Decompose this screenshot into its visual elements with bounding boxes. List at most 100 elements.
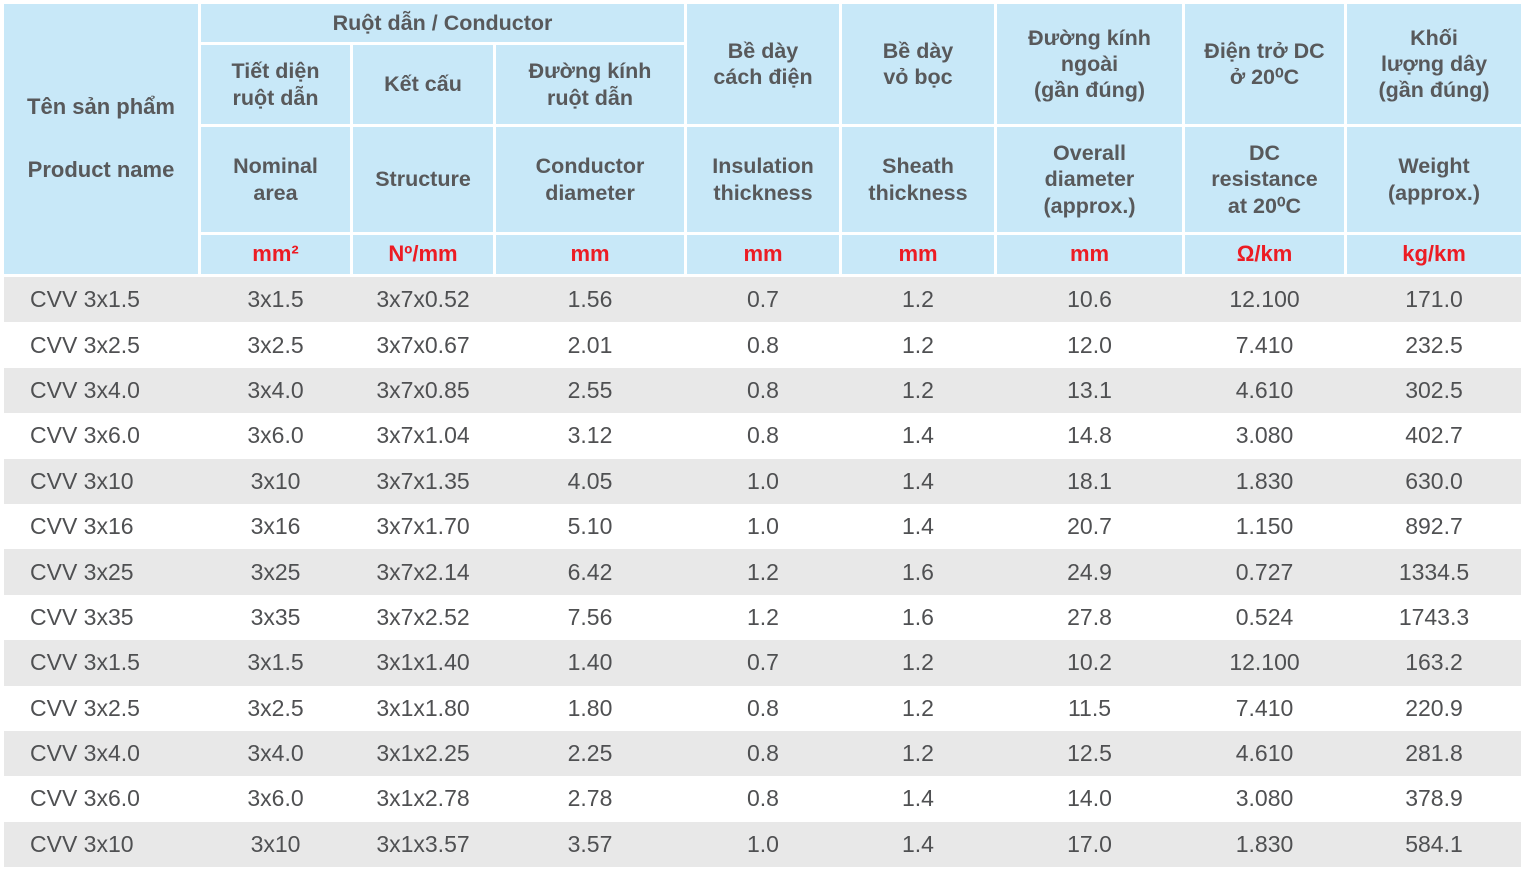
header-weight-vi: Khối lượng dây (gần đúng) xyxy=(1347,4,1521,124)
header-sheath-thickness-vi: Bề dày vỏ bọc xyxy=(842,4,994,124)
table-body: CVV 3x1.5 3x1.5 3x7x0.52 1.56 0.7 1.2 10… xyxy=(4,277,1521,868)
cell-product-name: CVV 3x1.5 xyxy=(30,649,140,676)
cell-insulation-thickness: 0.8 xyxy=(747,376,779,403)
cell-weight: 302.5 xyxy=(1405,376,1463,403)
cell-weight: 402.7 xyxy=(1405,422,1463,449)
cell-product-name: CVV 3x10 xyxy=(30,830,134,857)
cell-insulation-thickness: 1.0 xyxy=(747,467,779,494)
cell-structure: 3x7x0.52 xyxy=(376,286,470,313)
cell-dc-resistance: 1.830 xyxy=(1235,467,1294,494)
cell-weight: 281.8 xyxy=(1405,740,1463,767)
cell-product-name: CVV 3x4.0 xyxy=(30,376,140,403)
cell-overall-diameter: 18.1 xyxy=(1067,467,1112,494)
cell-nominal-area: 3x1.5 xyxy=(247,286,304,313)
cell-weight: 630.0 xyxy=(1405,467,1463,494)
cell-product-name: CVV 3x25 xyxy=(30,558,134,585)
cell-weight: 163.2 xyxy=(1405,649,1463,676)
header-insulation-thickness-vi: Bề dày cách điện xyxy=(687,4,839,124)
cell-insulation-thickness: 0.7 xyxy=(747,649,779,676)
header-product-name-vi: Tên sản phẩm xyxy=(27,94,175,120)
header-dc-resistance-vi: Điện trở DC ở 20⁰C xyxy=(1185,4,1344,124)
cell-weight: 892.7 xyxy=(1405,513,1463,540)
cell-conductor-diameter: 1.40 xyxy=(567,649,613,676)
cell-overall-diameter: 14.8 xyxy=(1067,422,1112,449)
cell-dc-resistance: 4.610 xyxy=(1235,740,1294,767)
cell-weight: 584.1 xyxy=(1405,830,1463,857)
cell-conductor-diameter: 2.25 xyxy=(567,740,613,767)
cell-overall-diameter: 13.1 xyxy=(1067,376,1112,403)
cell-dc-resistance: 0.524 xyxy=(1235,603,1294,630)
table-row: CVV 3x10 3x10 3x1x3.57 3.57 1.0 1.4 17.0… xyxy=(4,821,1521,868)
cell-structure: 3x7x1.04 xyxy=(376,422,470,449)
cell-product-name: CVV 3x4.0 xyxy=(30,740,140,767)
cell-structure: 3x7x2.52 xyxy=(376,603,470,630)
cell-conductor-diameter: 2.01 xyxy=(567,331,613,358)
cell-nominal-area: 3x2.5 xyxy=(247,694,304,721)
cell-insulation-thickness: 1.0 xyxy=(747,830,779,857)
table-row: CVV 3x6.0 3x6.0 3x1x2.78 2.78 0.8 1.4 14… xyxy=(4,776,1521,822)
unit-conductor-diameter: mm xyxy=(496,235,684,274)
cell-conductor-diameter: 2.78 xyxy=(567,785,613,812)
header-dc-resistance-en: DC resistance at 20⁰C xyxy=(1185,127,1344,232)
cell-nominal-area: 3x4.0 xyxy=(247,740,304,767)
cell-nominal-area: 3x1.5 xyxy=(247,649,304,676)
table-row: CVV 3x10 3x10 3x7x1.35 4.05 1.0 1.4 18.1… xyxy=(4,458,1521,504)
table-row: CVV 3x6.0 3x6.0 3x7x1.04 3.12 0.8 1.4 14… xyxy=(4,413,1521,459)
header-conductor-group: Ruột dẫn / Conductor xyxy=(201,4,684,42)
unit-overall-diameter: mm xyxy=(997,235,1182,274)
cell-weight: 171.0 xyxy=(1405,286,1463,313)
cell-conductor-diameter: 1.80 xyxy=(567,694,613,721)
cell-insulation-thickness: 0.8 xyxy=(747,422,779,449)
cell-nominal-area: 3x6.0 xyxy=(247,785,304,812)
cell-nominal-area: 3x10 xyxy=(250,830,301,857)
cell-sheath-thickness: 1.2 xyxy=(902,694,934,721)
table-row: CVV 3x4.0 3x4.0 3x7x0.85 2.55 0.8 1.2 13… xyxy=(4,367,1521,414)
cell-structure: 3x1x2.78 xyxy=(376,785,470,812)
table-header: Tên sản phẩm Product name Ruột dẫn / Con… xyxy=(4,4,1521,274)
table-row: CVV 3x4.0 3x4.0 3x1x2.25 2.25 0.8 1.2 12… xyxy=(4,730,1521,777)
unit-insulation-thickness: mm xyxy=(687,235,839,274)
cell-sheath-thickness: 1.4 xyxy=(902,467,934,494)
cell-product-name: CVV 3x10 xyxy=(30,467,134,494)
cell-sheath-thickness: 1.2 xyxy=(902,376,934,403)
cell-weight: 378.9 xyxy=(1405,785,1463,812)
cell-insulation-thickness: 0.8 xyxy=(747,785,779,812)
cell-sheath-thickness: 1.6 xyxy=(902,603,934,630)
header-nominal-area-vi: Tiết diện ruột dẫn xyxy=(201,45,350,124)
cell-structure: 3x7x1.70 xyxy=(376,513,470,540)
cell-nominal-area: 3x6.0 xyxy=(247,422,304,449)
cell-overall-diameter: 14.0 xyxy=(1067,785,1112,812)
cell-insulation-thickness: 0.8 xyxy=(747,740,779,767)
unit-weight: kg/km xyxy=(1347,235,1521,274)
unit-structure: Nº/mm xyxy=(353,235,493,274)
cell-structure: 3x1x2.25 xyxy=(376,740,470,767)
cell-overall-diameter: 20.7 xyxy=(1067,513,1112,540)
cell-structure: 3x1x1.40 xyxy=(376,649,470,676)
unit-sheath-thickness: mm xyxy=(842,235,994,274)
cell-sheath-thickness: 1.2 xyxy=(902,286,934,313)
cell-weight: 1743.3 xyxy=(1398,603,1470,630)
cell-sheath-thickness: 1.2 xyxy=(902,649,934,676)
cell-structure: 3x7x0.85 xyxy=(376,376,470,403)
cell-product-name: CVV 3x1.5 xyxy=(30,286,140,313)
cell-weight: 220.9 xyxy=(1405,694,1463,721)
cell-nominal-area: 3x16 xyxy=(250,513,301,540)
table-row: CVV 3x1.5 3x1.5 3x7x0.52 1.56 0.7 1.2 10… xyxy=(4,277,1521,323)
header-nominal-area-en: Nominal area xyxy=(201,127,350,232)
cell-structure: 3x7x1.35 xyxy=(376,467,470,494)
cell-product-name: CVV 3x6.0 xyxy=(30,422,140,449)
header-conductor-diameter-vi: Đường kính ruột dẫn xyxy=(496,45,684,124)
cell-conductor-diameter: 3.57 xyxy=(567,830,613,857)
cell-conductor-diameter: 4.05 xyxy=(567,467,613,494)
cell-dc-resistance: 0.727 xyxy=(1235,558,1294,585)
cell-conductor-diameter: 2.55 xyxy=(567,376,613,403)
cell-dc-resistance: 1.830 xyxy=(1235,830,1294,857)
cell-dc-resistance: 3.080 xyxy=(1235,785,1294,812)
header-overall-diameter-en: Overall diameter (approx.) xyxy=(997,127,1182,232)
cell-insulation-thickness: 1.2 xyxy=(747,603,779,630)
header-product-name: Tên sản phẩm Product name xyxy=(4,4,198,274)
cell-weight: 232.5 xyxy=(1405,331,1463,358)
cell-nominal-area: 3x10 xyxy=(250,467,301,494)
header-weight-en: Weight (approx.) xyxy=(1347,127,1521,232)
